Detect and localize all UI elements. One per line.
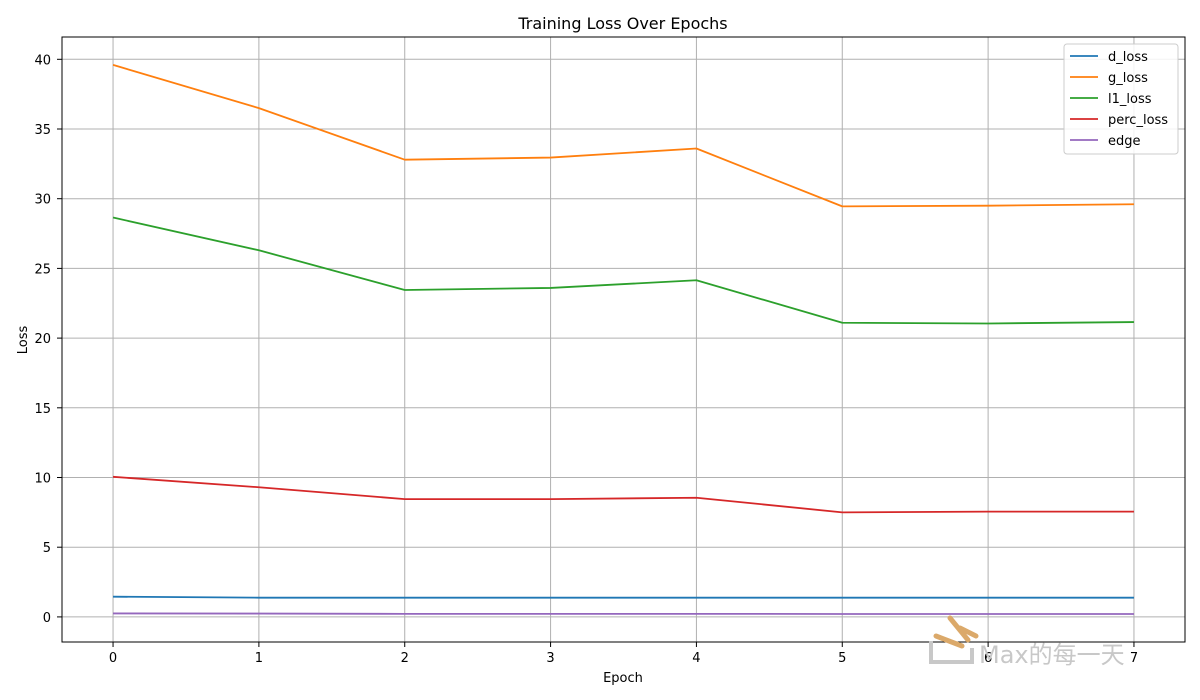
y-tick-label: 20 (34, 332, 51, 347)
x-axis-label: Epoch (603, 671, 643, 686)
plot-frame (61, 36, 1186, 643)
y-tick-label: 30 (34, 193, 51, 208)
series-line-l1-loss (112, 216, 1134, 325)
grid (62, 37, 1185, 642)
watermark: Max的每一天 (929, 615, 1125, 669)
legend-label: g_loss (1108, 71, 1148, 86)
legend-label: d_loss (1108, 50, 1148, 65)
y-tick-label: 5 (43, 541, 51, 556)
y-axis-label: Loss (16, 326, 31, 355)
watermark-text: Max的每一天 (979, 641, 1125, 669)
legend-label: edge (1108, 134, 1141, 149)
chart-title: Training Loss Over Epochs (517, 14, 727, 33)
series-line-g-loss (112, 64, 1134, 208)
legend-label: l1_loss (1108, 92, 1152, 107)
x-tick-label: 6 (984, 651, 992, 666)
x-tick-label: 3 (546, 651, 554, 666)
y-tick-label: 10 (34, 472, 51, 487)
legend-label: perc_loss (1108, 113, 1168, 128)
y-tick-label: 15 (34, 402, 51, 417)
series-line-edge (113, 612, 1134, 615)
x-tick-label: 4 (692, 651, 700, 666)
legend-box (1063, 43, 1179, 155)
x-tick-label: 5 (838, 651, 846, 666)
series-line-d-loss (113, 595, 1134, 599)
y-axis-ticks: 0 5 10 15 20 25 30 35 40 (34, 53, 62, 626)
series-line-perc-loss (112, 475, 1134, 514)
watermark-logo (929, 615, 979, 664)
y-tick-label: 35 (34, 123, 51, 138)
x-axis-ticks: 0 1 2 3 4 5 6 7 (109, 642, 1138, 666)
y-tick-label: 40 (34, 53, 51, 68)
x-tick-label: 0 (109, 651, 117, 666)
x-tick-label: 7 (1130, 651, 1138, 666)
x-tick-label: 1 (255, 651, 263, 666)
y-tick-label: 0 (43, 611, 51, 626)
x-tick-label: 2 (401, 651, 409, 666)
y-tick-label: 25 (34, 262, 51, 277)
series-lines (112, 64, 1134, 615)
